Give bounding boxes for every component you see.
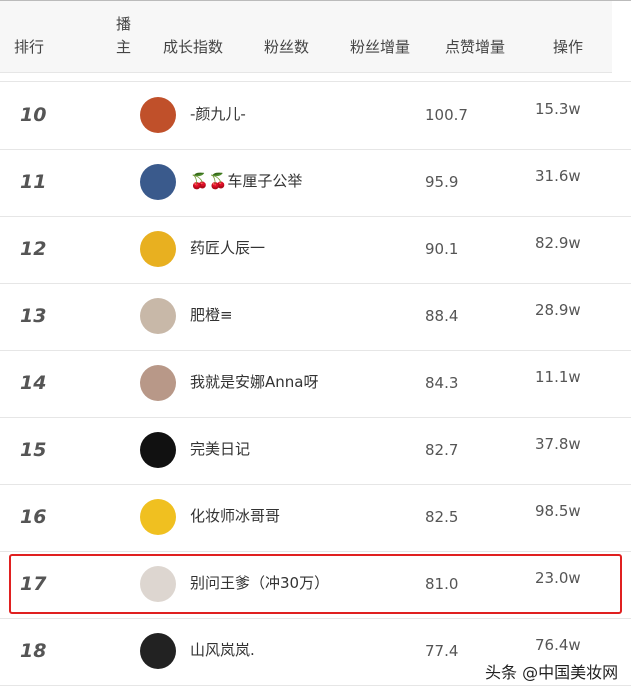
avatar[interactable]: [140, 499, 176, 535]
host-name[interactable]: 完美日记: [190, 440, 251, 458]
host-name[interactable]: -颜九儿-: [190, 105, 246, 123]
col-host-1: 播: [116, 15, 132, 33]
growth-index: 84.3: [425, 374, 459, 392]
table-row[interactable]: 13 肥橙≡ 88.4 28.9w: [0, 283, 631, 351]
host-name[interactable]: 别问王爹（冲30万）: [190, 574, 330, 592]
rank: 17: [20, 573, 47, 595]
table-row[interactable]: 12 药匠人辰一 90.1 82.9w: [0, 216, 631, 284]
table-row[interactable]: 15 完美日记 82.7 37.8w: [0, 417, 631, 485]
likes-value: 31.6w: [535, 167, 581, 185]
avatar[interactable]: [140, 432, 176, 468]
growth-index: 82.5: [425, 508, 459, 526]
avatar[interactable]: [140, 566, 176, 602]
rank: 14: [20, 372, 47, 394]
rank: 11: [20, 171, 47, 193]
table-row[interactable]: 17 别问王爹（冲30万） 81.0 23.0w: [0, 551, 631, 619]
growth-index: 81.0: [425, 575, 459, 593]
growth-index: 77.4: [425, 642, 459, 660]
col-action: 操作: [553, 38, 584, 56]
watermark: 头条 @中国美妆网: [485, 663, 619, 682]
rank: 10: [20, 104, 47, 126]
likes-value: 23.0w: [535, 569, 581, 587]
table-row[interactable]: 16 化妆师冰哥哥 82.5 98.5w: [0, 484, 631, 552]
likes-value: 82.9w: [535, 234, 581, 252]
col-rank: 排行: [14, 38, 45, 56]
top-border: [0, 0, 631, 1]
likes-value: 28.9w: [535, 301, 581, 319]
growth-index: 90.1: [425, 240, 459, 258]
avatar[interactable]: [140, 164, 176, 200]
col-fans: 粉丝数: [264, 38, 310, 56]
likes-value: 98.5w: [535, 502, 581, 520]
host-name[interactable]: 化妆师冰哥哥: [190, 507, 281, 525]
table-row[interactable]: 14 我就是安娜Anna呀 84.3 11.1w: [0, 350, 631, 418]
col-likes-inc: 点赞增量: [445, 38, 506, 56]
growth-index: 95.9: [425, 173, 459, 191]
likes-value: 11.1w: [535, 368, 581, 386]
rank: 12: [20, 238, 47, 260]
table-row[interactable]: 11 🍒🍒车厘子公举 95.9 31.6w: [0, 149, 631, 217]
avatar[interactable]: [140, 97, 176, 133]
table-header: 排行 播 主 成长指数 粉丝数 粉丝增量 点赞增量 操作: [0, 1, 612, 73]
likes-value: 76.4w: [535, 636, 581, 654]
col-growth: 成长指数: [163, 38, 224, 56]
growth-index: 100.7: [425, 106, 468, 124]
host-name[interactable]: 药匠人辰一: [190, 239, 266, 257]
likes-value: 15.3w: [535, 100, 581, 118]
avatar[interactable]: [140, 231, 176, 267]
growth-index: 82.7: [425, 441, 459, 459]
avatar[interactable]: [140, 633, 176, 669]
table-row[interactable]: 10 -颜九儿- 100.7 15.3w: [0, 82, 631, 150]
divider: [0, 81, 631, 82]
avatar[interactable]: [140, 365, 176, 401]
rank: 15: [20, 439, 47, 461]
host-name[interactable]: 肥橙≡: [190, 306, 233, 324]
rank: 13: [20, 305, 47, 327]
avatar[interactable]: [140, 298, 176, 334]
rank: 16: [20, 506, 47, 528]
table-row[interactable]: 18 山风岚岚. 77.4 76.4w: [0, 618, 631, 686]
col-host-2: 主: [116, 38, 132, 56]
col-fans-inc: 粉丝增量: [350, 38, 411, 56]
host-name[interactable]: 山风岚岚.: [190, 641, 255, 659]
likes-value: 37.8w: [535, 435, 581, 453]
rank: 18: [20, 640, 47, 662]
host-name[interactable]: 🍒🍒车厘子公举: [190, 172, 303, 190]
growth-index: 88.4: [425, 307, 459, 325]
host-name[interactable]: 我就是安娜Anna呀: [190, 373, 319, 391]
highlight-box: [9, 554, 622, 614]
